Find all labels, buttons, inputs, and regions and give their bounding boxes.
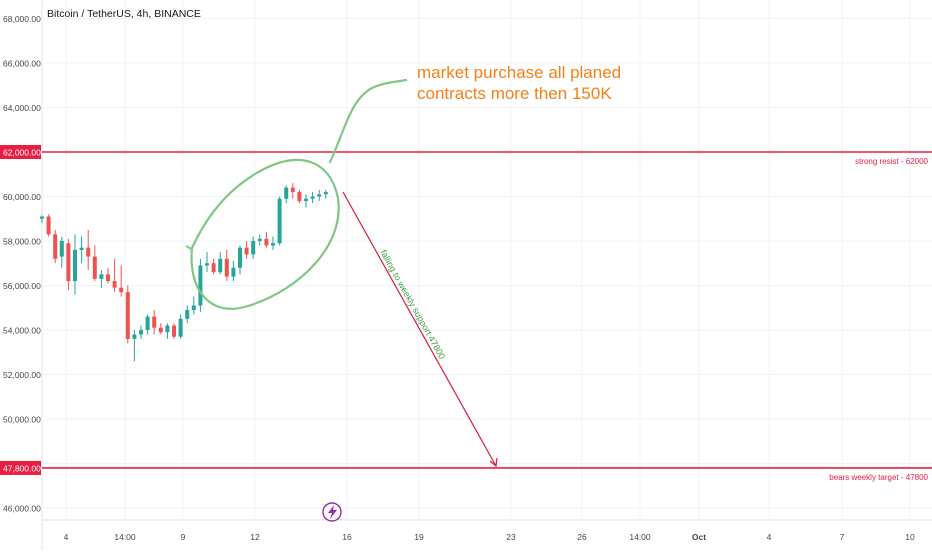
candle-body[interactable]: [178, 318, 183, 337]
price-tag: [0, 460, 41, 475]
candle-body[interactable]: [73, 249, 77, 282]
candle-body[interactable]: [66, 243, 71, 282]
price-tag-label: 47,800.00: [3, 463, 41, 473]
candle-body[interactable]: [53, 234, 58, 259]
candle-body[interactable]: [264, 238, 269, 246]
candle-body[interactable]: [119, 287, 124, 293]
candle-body[interactable]: [59, 241, 64, 257]
arrow-head: [489, 457, 498, 468]
candle-body[interactable]: [317, 194, 322, 197]
level-label: strong resist - 62000: [855, 157, 928, 166]
candle-body[interactable]: [231, 267, 236, 277]
candle-body[interactable]: [79, 247, 84, 250]
x-tick-label: 26: [577, 532, 587, 542]
x-tick-label: 12: [250, 532, 260, 542]
candle-body[interactable]: [125, 292, 130, 339]
y-tick-label: 46,000.00: [3, 504, 41, 514]
candle-body[interactable]: [158, 327, 163, 333]
down-arrow[interactable]: [342, 191, 497, 467]
price-tag: [0, 145, 41, 159]
candle-body[interactable]: [218, 258, 223, 273]
candle-body[interactable]: [277, 198, 282, 244]
candle-body[interactable]: [257, 238, 262, 241]
candle-body[interactable]: [244, 247, 249, 255]
y-tick-label: 56,000.00: [3, 281, 41, 291]
x-tick-label: 10: [905, 532, 915, 542]
ellipse-tick: [185, 245, 194, 251]
y-tick-label: 52,000.00: [3, 370, 41, 380]
candle-body[interactable]: [205, 263, 209, 266]
candle-body[interactable]: [284, 187, 289, 199]
candle-body[interactable]: [112, 281, 117, 288]
candle-body[interactable]: [290, 187, 295, 193]
y-tick-label: 50,000.00: [3, 415, 41, 425]
y-tick-label: 58,000.00: [3, 237, 41, 247]
candle-body[interactable]: [185, 309, 190, 319]
candle-body[interactable]: [145, 316, 150, 330]
y-tick-label: 68,000.00: [3, 14, 41, 24]
candle-body[interactable]: [92, 256, 97, 279]
candle-body[interactable]: [165, 325, 170, 333]
candle-body[interactable]: [86, 247, 91, 257]
x-tick-label: 9: [181, 532, 186, 542]
candle-body[interactable]: [99, 274, 104, 279]
candle-body[interactable]: [304, 198, 308, 201]
callout-text[interactable]: market purchase all planed contracts mor…: [417, 63, 622, 103]
highlight-ellipse[interactable]: [190, 158, 340, 310]
y-tick-label: 60,000.00: [3, 192, 41, 202]
candle-body[interactable]: [251, 241, 256, 255]
candle-body[interactable]: [238, 247, 242, 268]
candle-body[interactable]: [297, 192, 302, 201]
callout-connector[interactable]: [328, 78, 408, 164]
x-tick-label: 4: [64, 532, 69, 542]
arrow-label: falling to weekly support 47800: [378, 248, 447, 361]
candle-body[interactable]: [198, 265, 203, 306]
lightning-icon[interactable]: [322, 502, 342, 522]
candle-body[interactable]: [172, 325, 176, 337]
candle-body[interactable]: [310, 196, 315, 199]
candle-body[interactable]: [271, 243, 275, 246]
x-tick-label: Oct: [692, 532, 706, 542]
x-tick-label: 19: [414, 532, 424, 542]
candle-body[interactable]: [211, 263, 216, 273]
level-label: bears weekly target - 47800: [829, 473, 928, 482]
y-tick-label: 64,000.00: [3, 103, 41, 113]
x-tick-label: 16: [342, 532, 352, 542]
candle-body[interactable]: [323, 192, 328, 195]
x-tick-label: 14:00: [629, 532, 651, 542]
candle-body[interactable]: [106, 274, 110, 282]
x-tick-label: 7: [840, 532, 845, 542]
x-tick-label: 23: [506, 532, 516, 542]
y-tick-label: 54,000.00: [3, 326, 41, 336]
candle-body[interactable]: [132, 334, 137, 339]
candle-body[interactable]: [224, 258, 229, 277]
candle-body[interactable]: [139, 330, 143, 335]
candle-body[interactable]: [191, 305, 196, 310]
candle-body[interactable]: [40, 216, 44, 219]
candle-body[interactable]: [152, 316, 157, 328]
chart-title: Bitcoin / TetherUS, 4h, BINANCE: [47, 8, 201, 20]
y-tick-label: 66,000.00: [3, 59, 41, 69]
price-tag-label: 62,000.00: [3, 148, 41, 158]
x-tick-label: 14:00: [114, 532, 136, 542]
lightning-icon-bolt: [328, 505, 337, 519]
candle-body[interactable]: [46, 216, 51, 235]
x-tick-label: 4: [767, 532, 772, 542]
